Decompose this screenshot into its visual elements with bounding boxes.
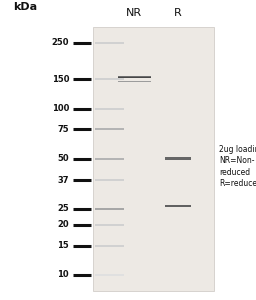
Bar <box>118 81 151 82</box>
Text: 50: 50 <box>58 154 69 163</box>
Text: 75: 75 <box>58 125 69 134</box>
Text: 150: 150 <box>52 75 69 84</box>
Bar <box>118 81 151 82</box>
Text: 25: 25 <box>57 204 69 213</box>
Bar <box>118 76 151 77</box>
Bar <box>165 157 191 160</box>
Text: 20: 20 <box>58 220 69 230</box>
Text: 37: 37 <box>58 176 69 185</box>
Text: 15: 15 <box>57 241 69 250</box>
Text: 250: 250 <box>52 38 69 47</box>
Text: R: R <box>174 8 182 18</box>
Bar <box>118 76 151 77</box>
Text: kDa: kDa <box>14 2 38 12</box>
Text: NR: NR <box>126 8 142 18</box>
Text: 100: 100 <box>52 104 69 113</box>
Bar <box>118 81 151 82</box>
Bar <box>118 77 151 78</box>
Text: 10: 10 <box>58 270 69 279</box>
Bar <box>165 205 191 207</box>
Bar <box>118 76 151 77</box>
Bar <box>118 81 151 82</box>
Bar <box>93 27 214 291</box>
Text: 2ug loading
NR=Non-
reduced
R=reduced: 2ug loading NR=Non- reduced R=reduced <box>219 145 256 188</box>
